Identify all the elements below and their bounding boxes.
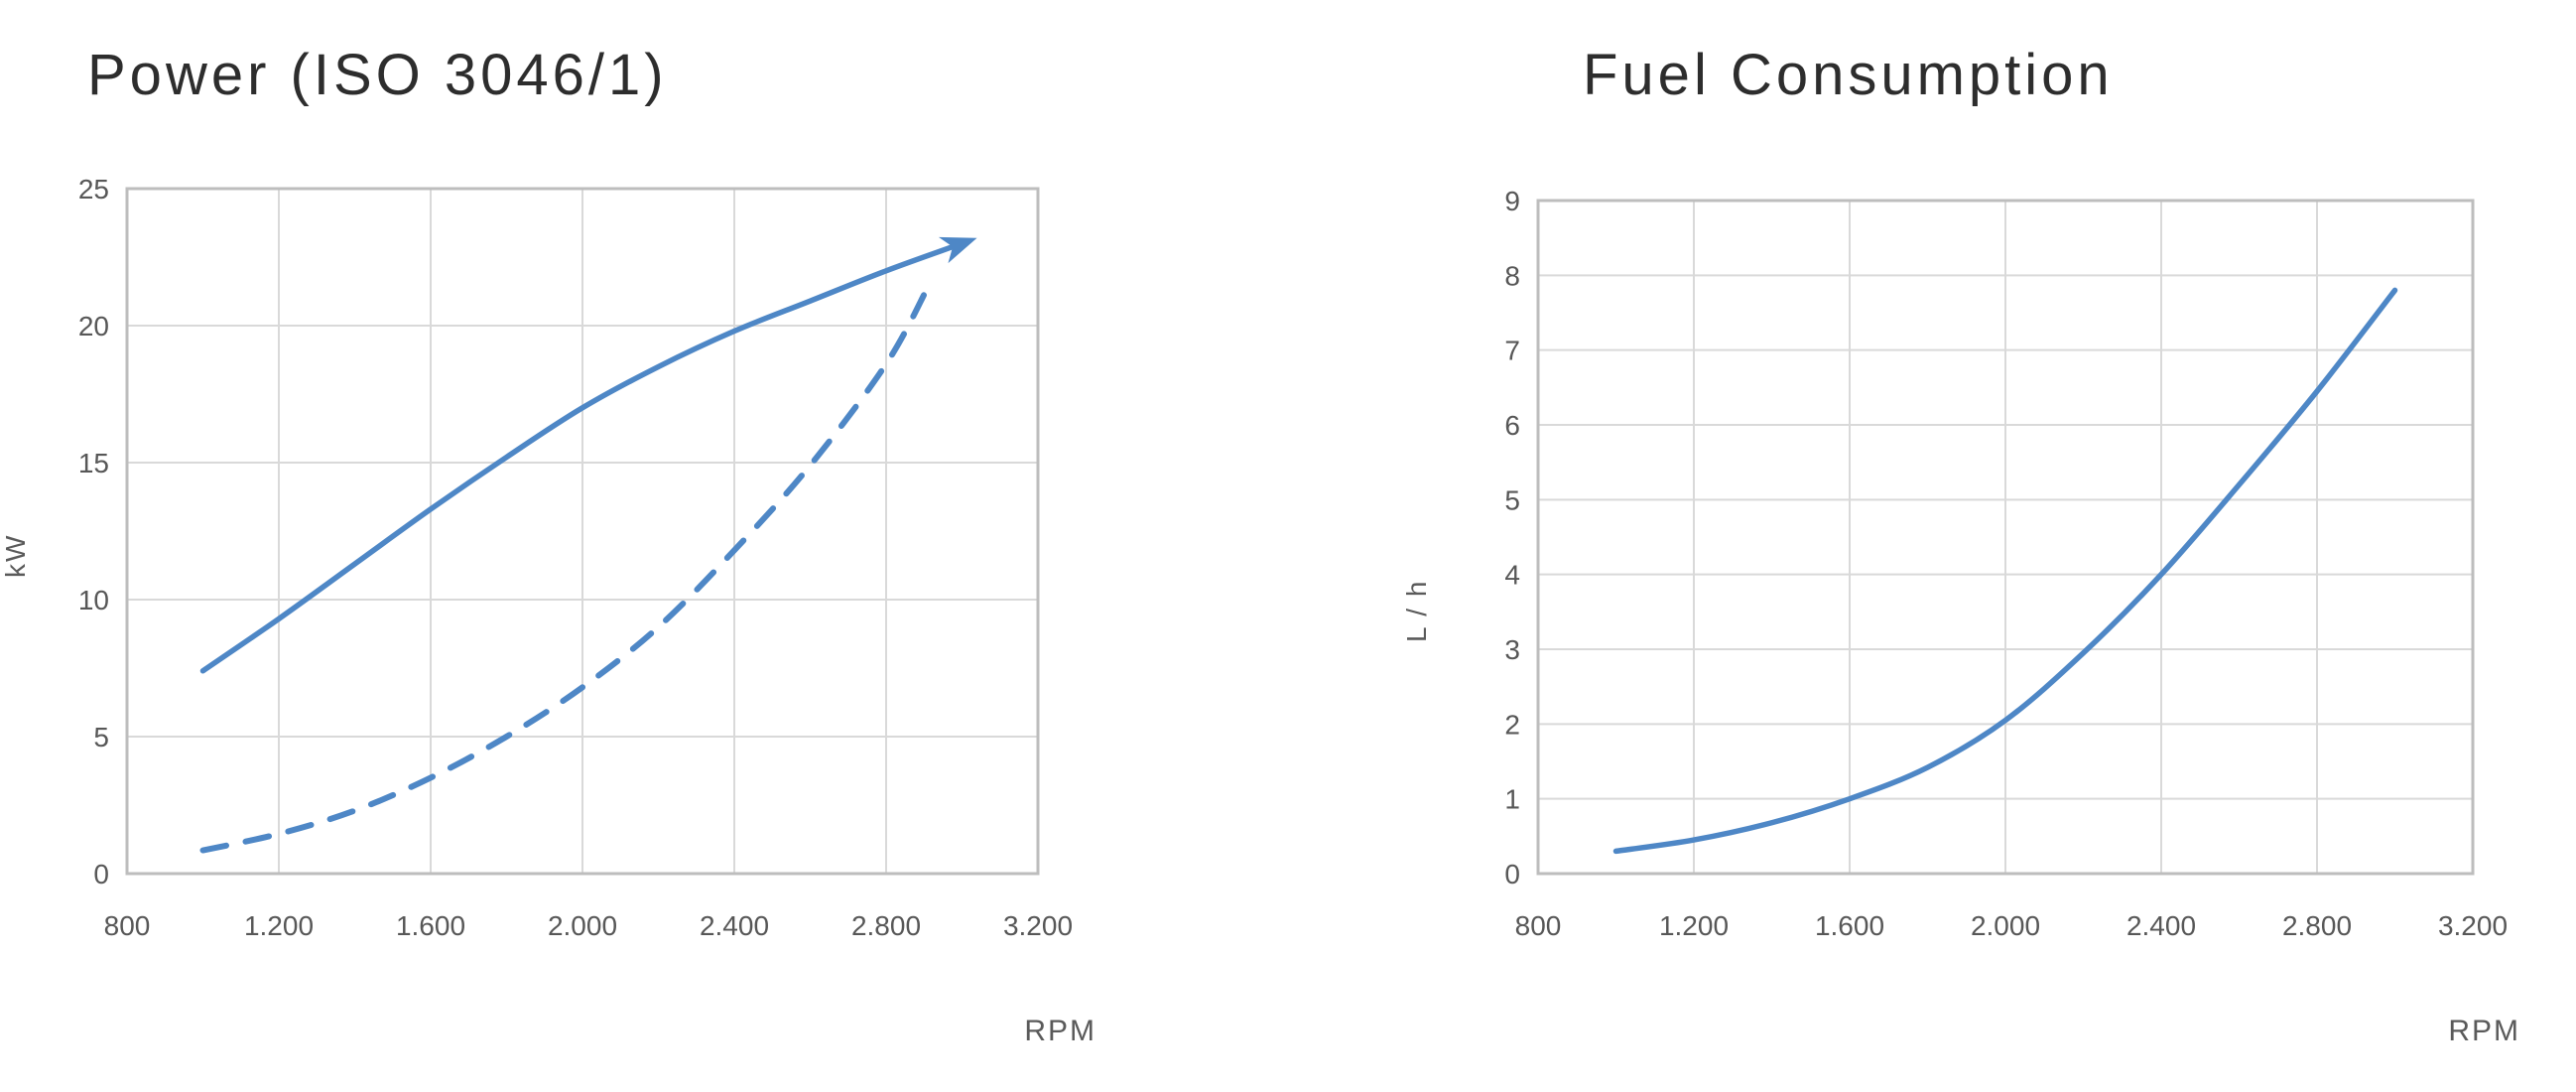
power-x-axis-title: RPM xyxy=(1024,1015,1096,1047)
svg-text:2: 2 xyxy=(1504,709,1520,740)
svg-text:0: 0 xyxy=(93,859,109,889)
svg-text:2.400: 2.400 xyxy=(700,910,769,941)
svg-text:6: 6 xyxy=(1504,410,1520,441)
svg-text:1.600: 1.600 xyxy=(1815,910,1884,941)
svg-text:7: 7 xyxy=(1504,336,1520,366)
power-plot: 800 1.200 1.600 2.000 2.400 2.800 3.200 0 5 10 15 2… xyxy=(78,174,1073,941)
svg-text:2.000: 2.000 xyxy=(548,910,617,941)
svg-text:10: 10 xyxy=(78,585,109,615)
fuel-chart-title: Fuel Consumption xyxy=(1583,43,2114,107)
svg-text:3.200: 3.200 xyxy=(2438,910,2508,941)
power-chart-title: Power (ISO 3046/1) xyxy=(87,43,668,107)
svg-text:25: 25 xyxy=(78,174,109,205)
svg-text:4: 4 xyxy=(1504,560,1520,591)
svg-text:2.400: 2.400 xyxy=(2126,910,2196,941)
svg-text:1: 1 xyxy=(1504,784,1520,815)
svg-text:800: 800 xyxy=(104,910,151,941)
svg-text:2.800: 2.800 xyxy=(2282,910,2352,941)
svg-text:9: 9 xyxy=(1504,186,1520,216)
svg-text:2.000: 2.000 xyxy=(1971,910,2040,941)
svg-text:8: 8 xyxy=(1504,260,1520,291)
svg-text:5: 5 xyxy=(1504,484,1520,515)
svg-text:3: 3 xyxy=(1504,634,1520,665)
svg-text:1.200: 1.200 xyxy=(1659,910,1729,941)
svg-text:20: 20 xyxy=(78,311,109,341)
svg-text:0: 0 xyxy=(1504,859,1520,889)
svg-text:800: 800 xyxy=(1515,910,1562,941)
svg-text:15: 15 xyxy=(78,448,109,478)
svg-text:1.200: 1.200 xyxy=(244,910,314,941)
svg-text:3.200: 3.200 xyxy=(1003,910,1073,941)
svg-text:5: 5 xyxy=(93,722,109,752)
fuel-x-axis-title: RPM xyxy=(2448,1015,2520,1047)
fuel-plot: 800 1.200 1.600 2.000 2.400 2.800 3.200 0 1 2 3 4 5 6… xyxy=(1504,186,2508,941)
svg-text:1.600: 1.600 xyxy=(396,910,465,941)
svg-text:2.800: 2.800 xyxy=(851,910,921,941)
